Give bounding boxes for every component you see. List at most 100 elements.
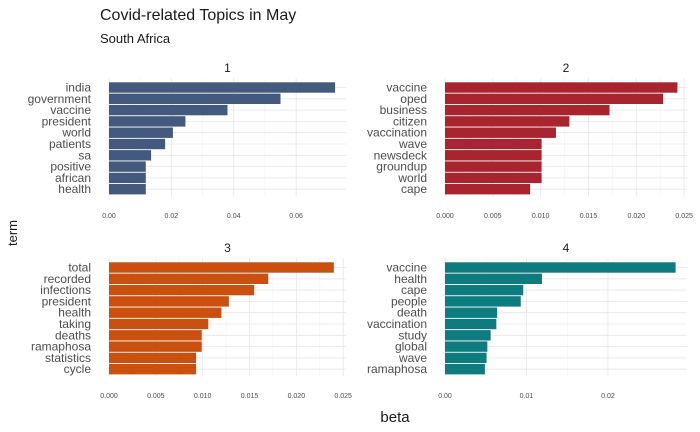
bar: [445, 307, 498, 318]
bar: [109, 296, 229, 307]
x-tick-label: 0.000: [100, 393, 118, 400]
bar: [445, 161, 542, 172]
x-tick-label: 0.00: [438, 393, 452, 400]
facet-label: 3: [224, 241, 231, 255]
term-label: business: [380, 103, 427, 117]
term-label: government: [28, 92, 92, 106]
x-tick-label: 0.00: [102, 213, 116, 220]
bar: [445, 318, 497, 330]
term-label: citizen: [393, 114, 427, 128]
term-label: world: [397, 171, 427, 185]
bar: [445, 364, 485, 375]
x-tick-label: 0.000: [436, 213, 454, 220]
bar: [109, 341, 202, 352]
bar: [109, 352, 197, 364]
chart-title: Covid-related Topics in May: [100, 7, 297, 24]
term-label: wave: [398, 351, 427, 365]
bar: [109, 93, 281, 104]
x-tick-label: 0.020: [288, 393, 306, 400]
x-tick-label: 0.04: [227, 213, 241, 220]
bar: [445, 184, 531, 195]
term-label: groundup: [376, 160, 427, 174]
term-label: vaccine: [386, 261, 427, 275]
facet-label: 1: [224, 61, 231, 75]
bar: [109, 161, 146, 172]
bar: [445, 127, 556, 138]
facet-label: 2: [563, 61, 570, 75]
bar: [109, 116, 186, 127]
bar: [109, 127, 173, 138]
bar: [445, 296, 521, 307]
term-label: statistics: [45, 351, 91, 365]
bar: [109, 330, 202, 341]
bar: [445, 352, 487, 364]
term-label: world: [61, 126, 91, 140]
term-label: patients: [49, 137, 91, 151]
chart-subtitle: South Africa: [100, 31, 171, 46]
bar: [445, 93, 664, 104]
bar: [445, 104, 610, 116]
bar: [109, 104, 228, 116]
bar: [109, 318, 209, 330]
bar: [445, 150, 542, 161]
term-label: death: [397, 306, 427, 320]
x-tick-label: 0.015: [241, 393, 259, 400]
bar: [445, 172, 542, 184]
x-tick-label: 0.005: [147, 393, 165, 400]
bar: [109, 138, 166, 150]
term-label: vaccine: [386, 81, 427, 95]
bar: [109, 273, 269, 284]
x-tick-label: 0.02: [165, 213, 179, 220]
term-label: ramaphosa: [367, 362, 427, 376]
term-label: president: [42, 294, 92, 308]
term-label: cape: [401, 182, 427, 196]
term-label: vaccine: [50, 103, 91, 117]
term-label: cycle: [64, 362, 92, 376]
x-tick-label: 0.025: [675, 213, 693, 220]
term-label: study: [398, 328, 427, 342]
term-label: deaths: [55, 328, 91, 342]
term-label: recorded: [44, 272, 91, 286]
term-label: taking: [59, 317, 91, 331]
bar: [445, 262, 676, 273]
bar: [109, 262, 334, 273]
term-label: health: [58, 306, 91, 320]
x-axis-title: beta: [380, 409, 410, 426]
bar: [109, 150, 152, 161]
x-tick-label: 0.02: [601, 393, 615, 400]
x-tick-label: 0.06: [289, 213, 303, 220]
bar: [445, 284, 524, 296]
term-label: positive: [50, 160, 91, 174]
term-label: cape: [401, 283, 427, 297]
term-label: president: [42, 114, 92, 128]
y-axis-title: term: [5, 220, 20, 246]
bar: [109, 307, 222, 318]
term-label: african: [55, 171, 91, 185]
facet-label: 4: [563, 241, 570, 255]
term-label: people: [391, 294, 427, 308]
bar: [109, 184, 146, 195]
term-label: infections: [40, 283, 91, 297]
term-label: total: [68, 261, 91, 275]
term-label: health: [394, 272, 427, 286]
term-label: wave: [398, 137, 427, 151]
x-tick-label: 0.020: [628, 213, 646, 220]
bar: [445, 273, 542, 284]
bar: [445, 330, 491, 341]
x-tick-label: 0.015: [580, 213, 598, 220]
term-label: sa: [78, 148, 91, 162]
term-label: vaccination: [367, 126, 427, 140]
term-label: global: [395, 340, 427, 354]
bar: [445, 82, 678, 93]
x-tick-label: 0.010: [532, 213, 550, 220]
bar: [109, 82, 336, 93]
x-tick-label: 0.005: [484, 213, 502, 220]
bar: [109, 284, 255, 296]
x-tick-label: 0.025: [334, 393, 352, 400]
x-tick-label: 0.010: [194, 393, 212, 400]
bar: [445, 116, 570, 127]
bar: [445, 138, 542, 150]
bar: [109, 172, 146, 184]
term-label: oped: [400, 92, 427, 106]
